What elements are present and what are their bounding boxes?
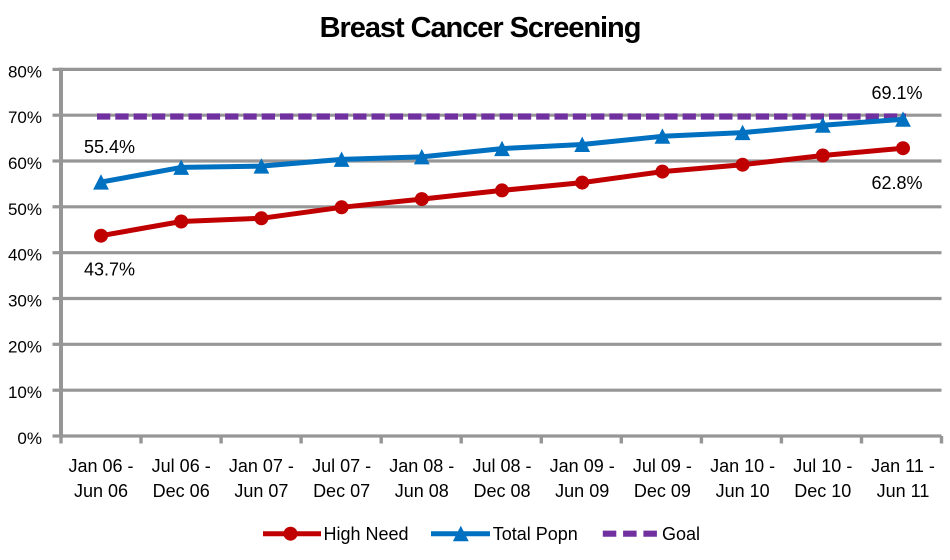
svg-text:Jun 08: Jun 08 — [395, 481, 449, 501]
svg-text:Dec 06: Dec 06 — [153, 481, 210, 501]
svg-text:Jul 08 -: Jul 08 - — [472, 456, 531, 476]
svg-text:Jun 09: Jun 09 — [555, 481, 609, 501]
svg-text:Jul 07 -: Jul 07 - — [312, 456, 371, 476]
svg-text:Dec 10: Dec 10 — [794, 481, 851, 501]
svg-text:70%: 70% — [8, 108, 42, 127]
svg-text:Dec 07: Dec 07 — [313, 481, 370, 501]
svg-text:Jul 10 -: Jul 10 - — [793, 456, 852, 476]
svg-text:Total Popn: Total Popn — [493, 524, 578, 544]
svg-text:Jan 08 -: Jan 08 - — [389, 456, 454, 476]
svg-text:Jan 11 -: Jan 11 - — [871, 456, 935, 476]
svg-text:10%: 10% — [8, 383, 42, 402]
svg-text:Jun 07: Jun 07 — [234, 481, 288, 501]
svg-text:Jan 07 -: Jan 07 - — [229, 456, 294, 476]
svg-text:Jun 06: Jun 06 — [74, 481, 128, 501]
svg-text:30%: 30% — [8, 292, 42, 311]
svg-text:Jul 09 -: Jul 09 - — [633, 456, 692, 476]
svg-text:60%: 60% — [8, 154, 42, 173]
svg-text:55.4%: 55.4% — [84, 137, 135, 157]
svg-text:Breast Cancer Screening: Breast Cancer Screening — [320, 12, 641, 44]
svg-text:Dec 08: Dec 08 — [473, 481, 530, 501]
svg-text:69.1%: 69.1% — [871, 83, 922, 103]
svg-text:43.7%: 43.7% — [84, 260, 135, 280]
svg-text:20%: 20% — [8, 337, 42, 356]
svg-text:50%: 50% — [8, 200, 42, 219]
svg-text:62.8%: 62.8% — [871, 173, 922, 193]
svg-text:Jun 11: Jun 11 — [877, 481, 930, 501]
svg-text:40%: 40% — [8, 246, 42, 265]
svg-text:High Need: High Need — [324, 524, 409, 544]
svg-text:Jan 06 -: Jan 06 - — [68, 456, 133, 476]
svg-text:Jan 10 -: Jan 10 - — [710, 456, 775, 476]
svg-text:80%: 80% — [8, 62, 42, 81]
svg-text:Jan 09 -: Jan 09 - — [550, 456, 615, 476]
svg-text:Jul 06 -: Jul 06 - — [152, 456, 211, 476]
svg-text:Jun 10: Jun 10 — [716, 481, 770, 501]
svg-text:0%: 0% — [17, 429, 42, 448]
svg-text:Dec 09: Dec 09 — [634, 481, 691, 501]
svg-text:Goal: Goal — [662, 524, 700, 544]
